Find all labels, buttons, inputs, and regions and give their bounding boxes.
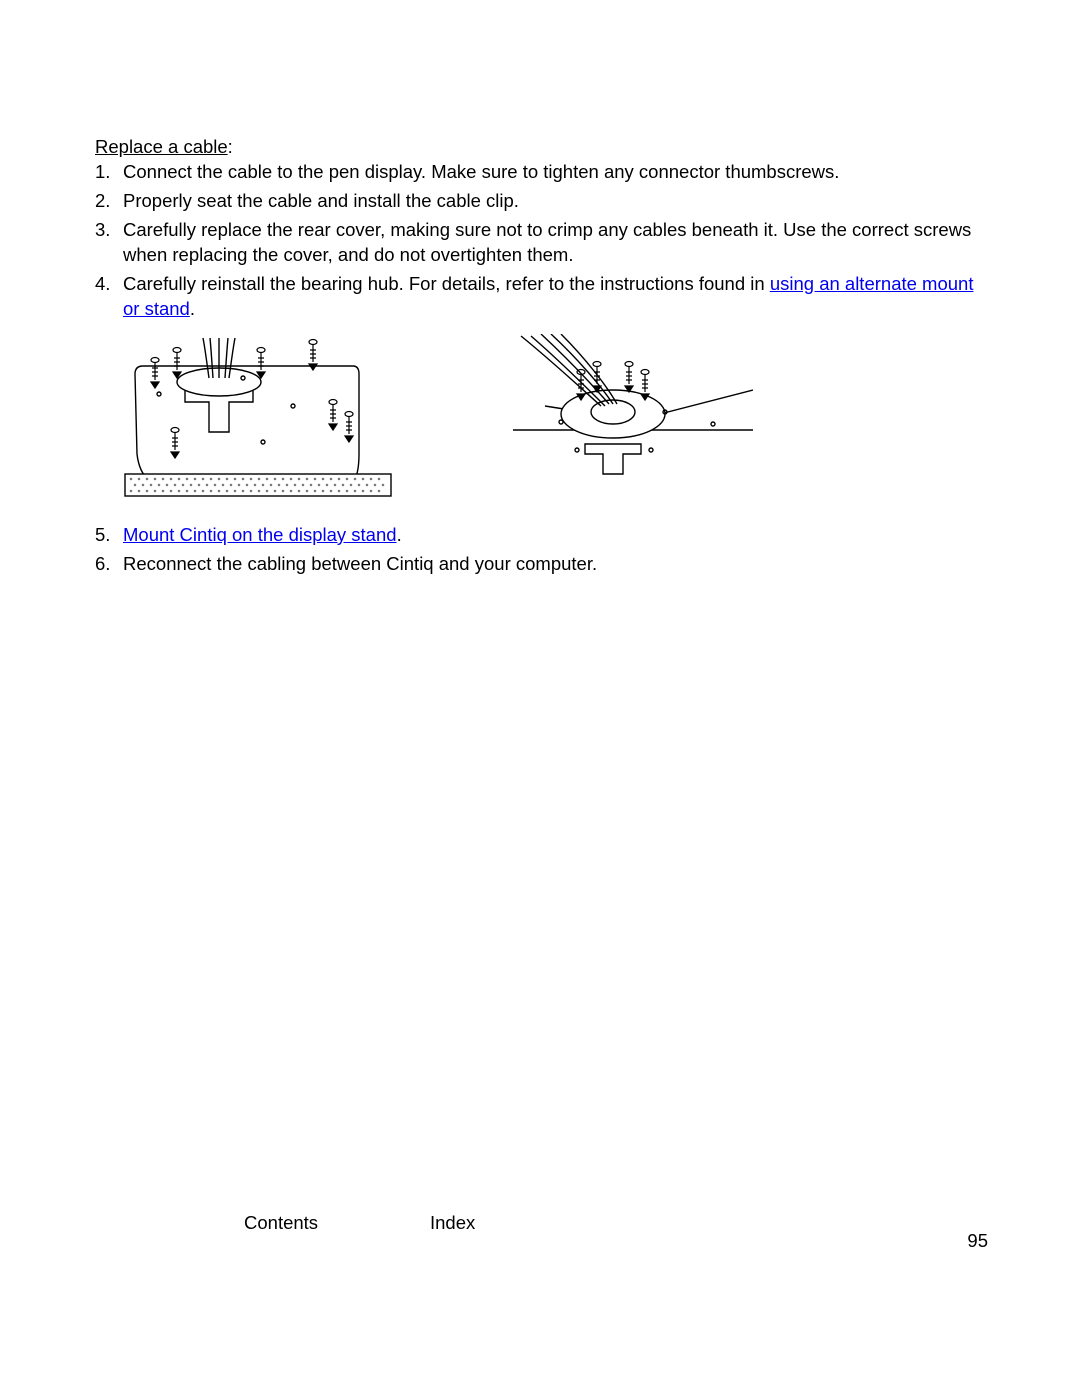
step-number: 3. xyxy=(95,218,123,268)
diagram-rear-cover xyxy=(123,334,393,509)
step-number: 4. xyxy=(95,272,123,322)
step-number: 5. xyxy=(95,523,123,548)
step-number: 2. xyxy=(95,189,123,214)
step-1: 1. Connect the cable to the pen display.… xyxy=(95,160,995,185)
footer-index-link[interactable]: Index xyxy=(430,1212,475,1234)
step-text: Connect the cable to the pen display. Ma… xyxy=(123,160,995,185)
step-5-post: . xyxy=(397,524,402,545)
link-mount-cintiq[interactable]: Mount Cintiq on the display stand xyxy=(123,524,397,545)
heading-text: Replace a cable xyxy=(95,136,228,157)
steps-list-2: 5. Mount Cintiq on the display stand. 6.… xyxy=(95,523,995,577)
step-text: Carefully reinstall the bearing hub. For… xyxy=(123,272,995,322)
section-heading: Replace a cable: xyxy=(95,135,995,160)
footer-contents-link[interactable]: Contents xyxy=(244,1212,318,1234)
step-text: Reconnect the cabling between Cintiq and… xyxy=(123,552,995,577)
diagram-bearing-hub xyxy=(513,334,753,494)
step-4-pre: Carefully reinstall the bearing hub. For… xyxy=(123,273,770,294)
step-3: 3. Carefully replace the rear cover, mak… xyxy=(95,218,995,268)
page-number: 95 xyxy=(967,1230,988,1252)
step-5: 5. Mount Cintiq on the display stand. xyxy=(95,523,995,548)
heading-colon: : xyxy=(228,136,233,157)
step-4: 4. Carefully reinstall the bearing hub. … xyxy=(95,272,995,322)
step-6: 6. Reconnect the cabling between Cintiq … xyxy=(95,552,995,577)
step-2: 2. Properly seat the cable and install t… xyxy=(95,189,995,214)
diagram-row xyxy=(123,334,995,509)
step-text: Carefully replace the rear cover, making… xyxy=(123,218,995,268)
steps-list: 1. Connect the cable to the pen display.… xyxy=(95,160,995,322)
step-text: Mount Cintiq on the display stand. xyxy=(123,523,995,548)
step-4-post: . xyxy=(190,298,195,319)
step-number: 1. xyxy=(95,160,123,185)
step-text: Properly seat the cable and install the … xyxy=(123,189,995,214)
step-number: 6. xyxy=(95,552,123,577)
